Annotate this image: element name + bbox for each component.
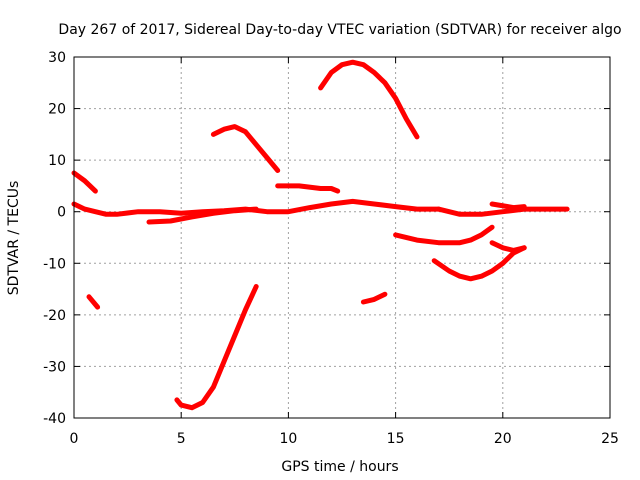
y-tick-label: 0 (57, 205, 66, 221)
plot-frame (73, 56, 611, 419)
chart-title: Day 267 of 2017, Sidereal Day-to-day VTE… (58, 22, 621, 38)
series-line-s11 (489, 240, 527, 253)
x-tick-label: 5 (177, 431, 186, 447)
x-tick-label: 25 (601, 431, 619, 447)
x-tick-label: 20 (494, 431, 512, 447)
series-group (71, 59, 570, 411)
series-line-s1 (71, 170, 98, 194)
series-line-s12 (86, 294, 101, 310)
x-tick-label: 10 (279, 431, 297, 447)
x-axis-label: GPS time / hours (281, 459, 398, 475)
y-tick-label: 20 (48, 102, 66, 118)
x-tick-label: 15 (387, 431, 405, 447)
y-tick-label: -20 (43, 308, 66, 324)
series-line-s14 (174, 284, 259, 411)
y-tick-label: 10 (48, 153, 66, 169)
y-axis-label: SDTVAR / TECUs (6, 181, 22, 296)
series-line-s5 (489, 201, 527, 211)
y-tick-label: -10 (43, 256, 66, 272)
x-tick-label: 0 (70, 431, 79, 447)
y-tick-label: 30 (48, 50, 66, 66)
y-tick-label: -30 (43, 359, 66, 375)
y-tick-label: -40 (43, 411, 66, 427)
series-line-s13 (360, 291, 388, 305)
series-line-s9 (393, 224, 495, 246)
ticks: 0 5 10 15 20 25 -40 -30 -20 -10 0 10 20 30 (43, 50, 619, 447)
series-line-s3 (146, 206, 259, 225)
series-line-s7 (275, 183, 341, 194)
series-line-s10 (431, 245, 527, 282)
series-line-s8 (318, 59, 420, 140)
series-line-s6 (210, 124, 281, 173)
series-line-s4 (436, 206, 570, 217)
